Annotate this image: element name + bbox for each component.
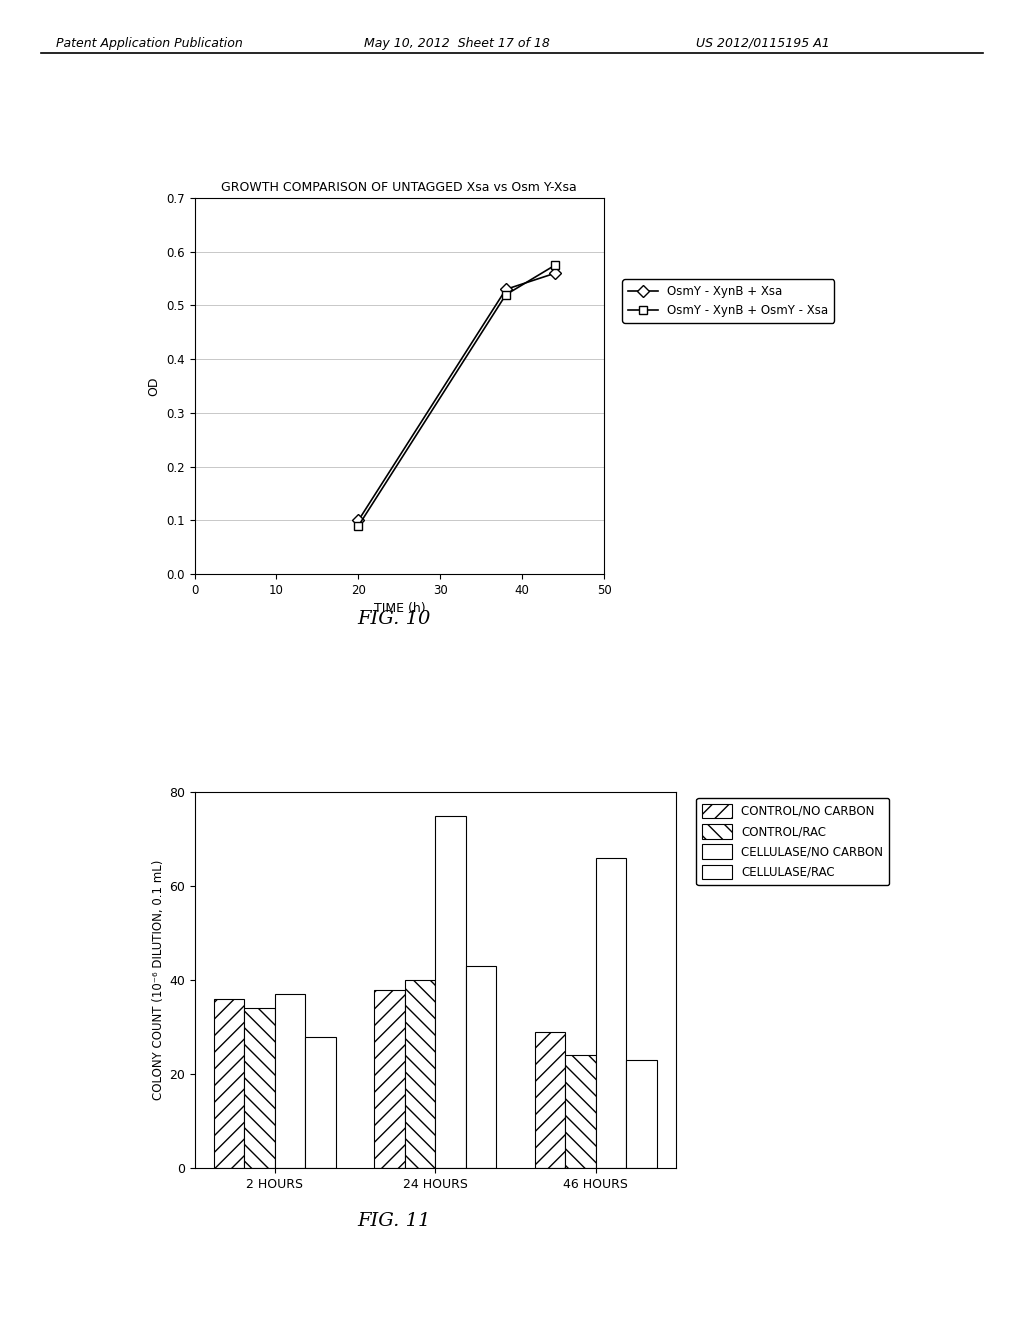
Bar: [404, 979, 435, 1168]
OsmY - XynB + OsmY - Xsa: [352, 517, 365, 533]
OsmY - XynB + OsmY - Xsa: [549, 257, 561, 273]
Text: FIG. 10: FIG. 10: [357, 610, 431, 628]
Bar: [374, 990, 404, 1168]
Bar: [305, 1036, 336, 1168]
OsmY - XynB + Xsa: [549, 265, 561, 281]
Bar: [535, 1032, 565, 1168]
Line: OsmY - XynB + Xsa: OsmY - XynB + Xsa: [354, 269, 559, 524]
Text: May 10, 2012  Sheet 17 of 18: May 10, 2012 Sheet 17 of 18: [364, 37, 550, 50]
Bar: [435, 816, 466, 1168]
Bar: [626, 1060, 656, 1168]
Text: Patent Application Publication: Patent Application Publication: [56, 37, 243, 50]
OsmY - XynB + Xsa: [500, 281, 512, 297]
Legend: OsmY - XynB + Xsa, OsmY - XynB + OsmY - Xsa: OsmY - XynB + Xsa, OsmY - XynB + OsmY - …: [623, 279, 835, 323]
Y-axis label: OD: OD: [147, 376, 161, 396]
Text: US 2012/0115195 A1: US 2012/0115195 A1: [696, 37, 830, 50]
Bar: [466, 966, 497, 1168]
OsmY - XynB + OsmY - Xsa: [500, 286, 512, 302]
Bar: [596, 858, 626, 1168]
X-axis label: TIME (h): TIME (h): [374, 602, 425, 615]
Bar: [214, 999, 245, 1168]
Bar: [245, 1008, 274, 1168]
Line: OsmY - XynB + OsmY - Xsa: OsmY - XynB + OsmY - Xsa: [354, 261, 559, 531]
Bar: [565, 1056, 596, 1168]
Legend: CONTROL/NO CARBON, CONTROL/RAC, CELLULASE/NO CARBON, CELLULASE/RAC: CONTROL/NO CARBON, CONTROL/RAC, CELLULAS…: [696, 797, 889, 884]
Y-axis label: COLONY COUNT (10⁻⁶ DILUTION, 0.1 mL): COLONY COUNT (10⁻⁶ DILUTION, 0.1 mL): [152, 859, 165, 1101]
Text: FIG. 11: FIG. 11: [357, 1212, 431, 1230]
Title: GROWTH COMPARISON OF UNTAGGED Xsa vs Osm Y-Xsa: GROWTH COMPARISON OF UNTAGGED Xsa vs Osm…: [221, 181, 578, 194]
OsmY - XynB + Xsa: [352, 512, 365, 528]
Bar: [274, 994, 305, 1168]
